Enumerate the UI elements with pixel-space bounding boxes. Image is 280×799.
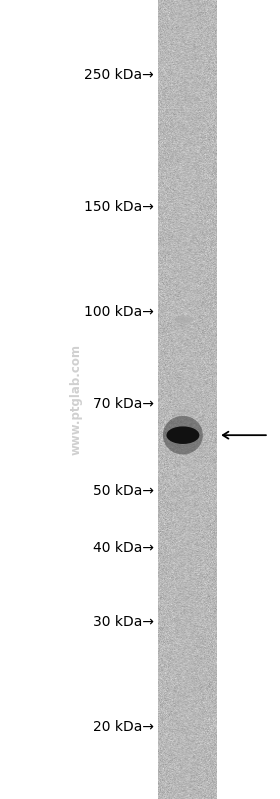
Text: 100 kDa→: 100 kDa→ [84,305,154,319]
Text: 70 kDa→: 70 kDa→ [93,397,154,411]
Text: 50 kDa→: 50 kDa→ [93,483,154,498]
Text: 250 kDa→: 250 kDa→ [84,69,154,82]
Text: 40 kDa→: 40 kDa→ [93,541,154,555]
Bar [158,0,217,799]
Text: 30 kDa→: 30 kDa→ [93,615,154,630]
Ellipse shape [166,427,199,444]
Ellipse shape [175,316,191,324]
Text: www.ptglab.com: www.ptglab.com [69,344,82,455]
Text: 150 kDa→: 150 kDa→ [84,201,154,214]
Text: 20 kDa→: 20 kDa→ [93,720,154,734]
Ellipse shape [163,415,203,455]
